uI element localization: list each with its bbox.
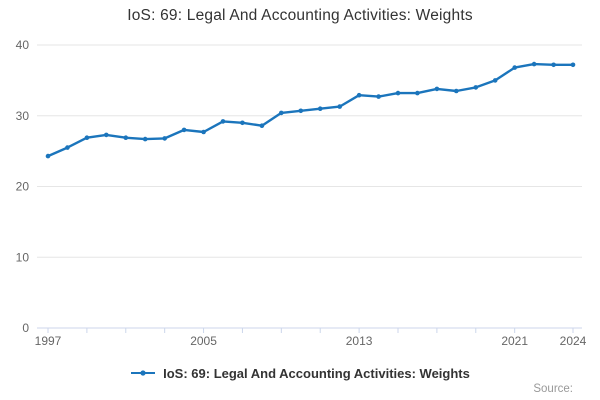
data-point[interactable] [142, 136, 148, 142]
data-point[interactable] [531, 61, 537, 67]
svg-text:20: 20 [16, 180, 30, 194]
svg-text:30: 30 [16, 109, 30, 123]
data-point[interactable] [434, 86, 440, 92]
data-point[interactable] [492, 78, 498, 83]
data-point[interactable] [65, 145, 70, 150]
data-point[interactable] [240, 120, 245, 126]
svg-text:2024: 2024 [560, 334, 587, 348]
data-point[interactable] [279, 110, 284, 116]
data-point[interactable] [473, 85, 479, 90]
data-point[interactable] [298, 108, 304, 114]
legend-label: IoS: 69: Legal And Accounting Activities… [163, 365, 470, 381]
data-point[interactable] [376, 94, 381, 99]
x-axis [37, 327, 582, 333]
x-axis-labels: 1997 2005 2013 2021 2024 [35, 334, 587, 348]
data-point[interactable] [317, 106, 323, 111]
data-point[interactable] [337, 104, 343, 109]
y-gridlines [37, 44, 582, 258]
svg-text:40: 40 [16, 38, 30, 52]
data-point[interactable] [259, 123, 265, 128]
source-label: Source: [533, 383, 573, 395]
data-point[interactable] [123, 135, 129, 140]
data-point[interactable] [45, 153, 51, 159]
y-axis-labels: 0 10 20 30 40 [16, 38, 30, 335]
data-point[interactable] [356, 92, 362, 98]
data-point[interactable] [162, 136, 167, 141]
data-point[interactable] [570, 62, 576, 68]
data-point[interactable] [181, 127, 187, 133]
data-points[interactable] [45, 61, 576, 159]
data-point[interactable] [220, 119, 226, 124]
series-line[interactable] [46, 62, 575, 158]
svg-text:2021: 2021 [501, 334, 528, 348]
data-point[interactable] [512, 65, 517, 70]
legend-item[interactable]: IoS: 69: Legal And Accounting Activities… [0, 364, 600, 382]
svg-text:0: 0 [22, 321, 29, 335]
data-point[interactable] [395, 90, 401, 96]
chart-title: IoS: 69: Legal And Accounting Activities… [127, 7, 473, 24]
legend-line-dot-icon [131, 370, 156, 376]
svg-text:2005: 2005 [190, 334, 217, 348]
data-point[interactable] [551, 62, 556, 68]
data-point[interactable] [201, 129, 206, 135]
data-point[interactable] [454, 88, 459, 94]
data-point[interactable] [415, 90, 420, 96]
data-point[interactable] [84, 135, 90, 140]
svg-text:1997: 1997 [35, 334, 62, 348]
svg-text:10: 10 [16, 250, 30, 264]
svg-text:2013: 2013 [346, 334, 373, 348]
line-chart-plot-area[interactable]: 0 10 20 30 40 1997 2005 2013 2021 2024 [0, 0, 600, 358]
data-point[interactable] [104, 132, 109, 138]
